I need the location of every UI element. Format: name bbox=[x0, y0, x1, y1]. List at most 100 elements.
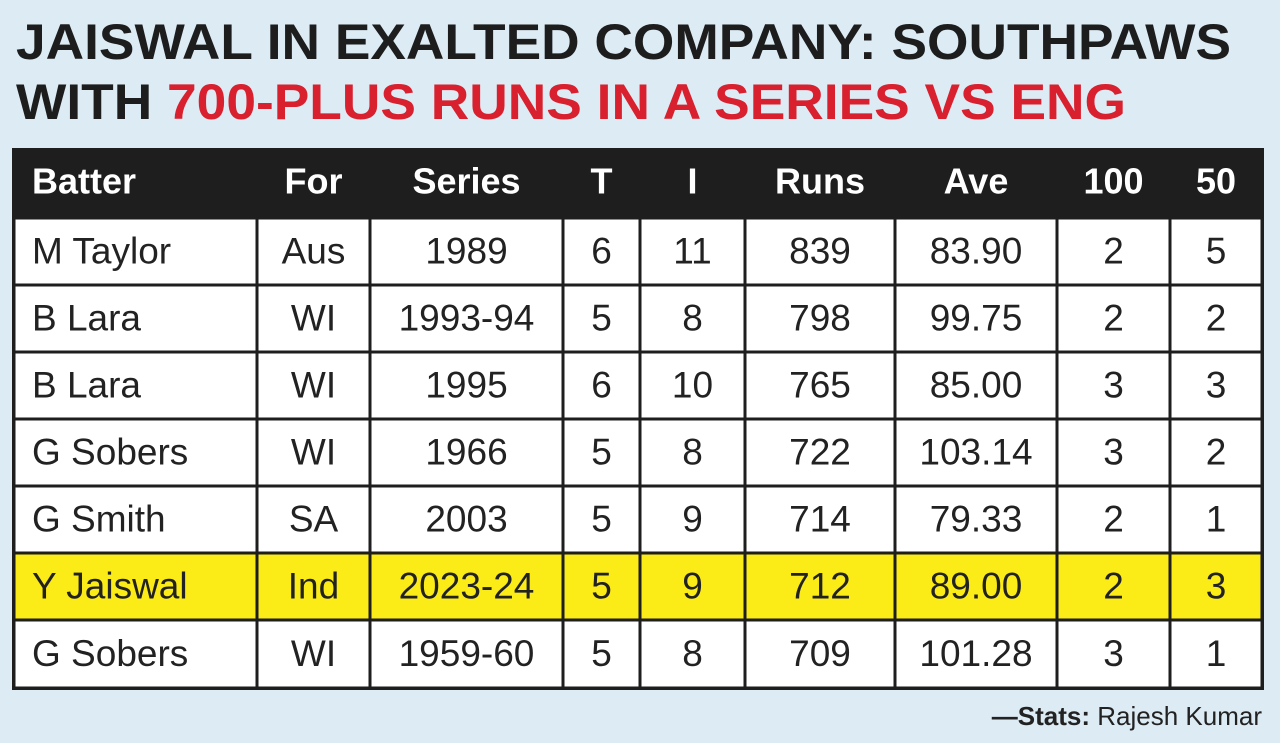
cell-bg bbox=[1171, 286, 1261, 351]
cell: B Lara bbox=[32, 297, 141, 338]
cell-bg bbox=[564, 487, 639, 552]
cell: 1 bbox=[1206, 498, 1227, 539]
cell: 5 bbox=[591, 498, 612, 539]
cell: SA bbox=[289, 498, 339, 539]
cell: 5 bbox=[591, 297, 612, 338]
credit: —Stats: Rajesh Kumar bbox=[992, 701, 1263, 731]
cell: 1966 bbox=[425, 431, 507, 472]
cell: Aus bbox=[282, 230, 346, 271]
table: Batter For Series T I Runs Ave 100 50 M Taylor Aus… bbox=[15, 150, 1261, 687]
cell: WI bbox=[291, 297, 336, 338]
cell-bg bbox=[896, 554, 1056, 619]
cell-bg bbox=[1058, 621, 1169, 687]
cell: 5 bbox=[1206, 230, 1227, 271]
cell-bg bbox=[15, 621, 256, 687]
cell: 2 bbox=[1103, 565, 1124, 606]
cell-bg bbox=[371, 420, 562, 485]
column-header: Runs bbox=[775, 161, 865, 202]
header-cell bbox=[1058, 150, 1169, 215]
cell-bg bbox=[896, 621, 1056, 687]
cell: 9 bbox=[682, 565, 703, 606]
cell-bg bbox=[746, 487, 894, 552]
cell: 103.14 bbox=[919, 431, 1032, 472]
cell-bg bbox=[746, 554, 894, 619]
cell-bg bbox=[564, 353, 639, 418]
header-cell bbox=[746, 150, 894, 215]
cell: B Lara bbox=[32, 364, 141, 405]
cell: 2003 bbox=[425, 498, 507, 539]
cell: 3 bbox=[1103, 431, 1124, 472]
cell: 2 bbox=[1206, 431, 1227, 472]
cell-bg bbox=[371, 554, 562, 619]
cell: 8 bbox=[682, 633, 703, 674]
cell-bg bbox=[564, 554, 639, 619]
cell-bg bbox=[641, 219, 744, 284]
cell-bg bbox=[564, 420, 639, 485]
cell-bg bbox=[896, 219, 1056, 284]
cell-bg bbox=[746, 286, 894, 351]
cell-bg bbox=[564, 621, 639, 687]
cell-bg bbox=[15, 487, 256, 552]
cell-bg bbox=[641, 554, 744, 619]
cell: 839 bbox=[789, 230, 851, 271]
cell-bg bbox=[1171, 487, 1261, 552]
cell-bg bbox=[896, 353, 1056, 418]
cell-bg bbox=[371, 219, 562, 284]
title-prefix: WITH bbox=[16, 74, 152, 130]
cell-bg bbox=[746, 353, 894, 418]
credit-name: Rajesh Kumar bbox=[1097, 701, 1262, 731]
cell: 2 bbox=[1103, 297, 1124, 338]
cell: 5 bbox=[591, 431, 612, 472]
header-cell bbox=[896, 150, 1056, 215]
cell: M Taylor bbox=[32, 230, 171, 271]
cell-bg bbox=[641, 621, 744, 687]
header-cell bbox=[1171, 150, 1261, 215]
header-cell bbox=[564, 150, 639, 215]
cell-bg bbox=[258, 353, 369, 418]
cell-bg bbox=[564, 286, 639, 351]
cell: WI bbox=[291, 633, 336, 674]
credit-label: —Stats: bbox=[992, 701, 1090, 731]
cell-bg bbox=[15, 420, 256, 485]
header-cell bbox=[371, 150, 562, 215]
cell-bg bbox=[1171, 219, 1261, 284]
cell-bg bbox=[641, 353, 744, 418]
cell-bg bbox=[1058, 554, 1169, 619]
cell-bg bbox=[641, 487, 744, 552]
cell: 3 bbox=[1206, 364, 1227, 405]
cell-bg bbox=[1058, 487, 1169, 552]
cell-bg bbox=[896, 286, 1056, 351]
cell-bg bbox=[896, 420, 1056, 485]
title-line-1: JAISWAL IN EXALTED COMPANY: SOUTHPAWS bbox=[16, 14, 1231, 70]
cell: 9 bbox=[682, 498, 703, 539]
cell: 89.00 bbox=[930, 565, 1023, 606]
cell: 798 bbox=[789, 297, 851, 338]
cell-bg bbox=[564, 219, 639, 284]
cell-bg bbox=[258, 487, 369, 552]
column-header: 50 bbox=[1196, 161, 1236, 202]
cell: 2023-24 bbox=[399, 565, 535, 606]
title-line-2: WITH 700-PLUS RUNS IN A SERIES VS ENG bbox=[16, 74, 1126, 130]
cell-bg bbox=[1058, 353, 1169, 418]
cell-bg bbox=[258, 219, 369, 284]
cell: 712 bbox=[789, 565, 851, 606]
cell: Ind bbox=[288, 565, 339, 606]
cell-bg bbox=[896, 487, 1056, 552]
title-highlight: 700-PLUS RUNS IN A SERIES VS ENG bbox=[167, 74, 1126, 130]
cell: 8 bbox=[682, 431, 703, 472]
column-header: 100 bbox=[1083, 161, 1143, 202]
cell-bg bbox=[1171, 353, 1261, 418]
cell-bg bbox=[746, 219, 894, 284]
column-header: Ave bbox=[944, 161, 1009, 202]
header-cell bbox=[258, 150, 369, 215]
column-header: For bbox=[285, 161, 343, 202]
cell: 1995 bbox=[425, 364, 507, 405]
cell-bg bbox=[746, 420, 894, 485]
cell-bg bbox=[15, 286, 256, 351]
cell: 85.00 bbox=[930, 364, 1023, 405]
cell: 3 bbox=[1103, 364, 1124, 405]
cell: WI bbox=[291, 364, 336, 405]
cell: 2 bbox=[1206, 297, 1227, 338]
cell: 11 bbox=[673, 230, 711, 271]
cell-bg bbox=[371, 487, 562, 552]
